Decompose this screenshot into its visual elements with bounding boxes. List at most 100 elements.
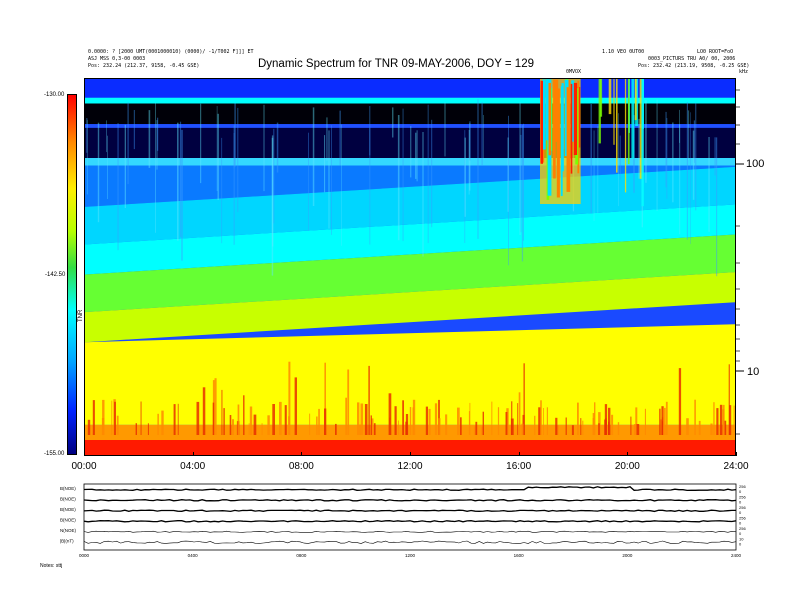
low-frequency-burst bbox=[212, 402, 215, 435]
low-frequency-burst bbox=[729, 405, 732, 435]
radio-streak bbox=[200, 103, 202, 184]
radio-streak bbox=[688, 110, 690, 161]
low-frequency-burst bbox=[229, 415, 232, 435]
emission-streak bbox=[631, 79, 635, 159]
radio-streak bbox=[508, 115, 509, 266]
emission-streak bbox=[600, 79, 603, 117]
emission-event-streak bbox=[548, 82, 551, 156]
low-frequency-burst bbox=[555, 417, 558, 435]
panel-x-tick: 0000 bbox=[79, 553, 90, 558]
radio-streak bbox=[369, 127, 371, 245]
emission-event-streak bbox=[542, 79, 546, 150]
low-frequency-burst bbox=[594, 402, 596, 435]
panel-x-tick: 1200 bbox=[405, 553, 416, 558]
emission-event-streak bbox=[556, 88, 560, 198]
low-frequency-burst bbox=[248, 423, 250, 435]
radio-streak bbox=[422, 132, 424, 257]
emission-event-streak bbox=[540, 80, 543, 164]
emission-event-streak bbox=[566, 87, 571, 159]
low-frequency-burst bbox=[445, 414, 448, 435]
radio-streak bbox=[331, 125, 332, 235]
panel-trace bbox=[83, 499, 737, 502]
low-frequency-burst bbox=[482, 411, 484, 435]
low-frequency-burst bbox=[644, 408, 646, 435]
radio-streak bbox=[237, 107, 239, 213]
radio-streak bbox=[444, 102, 446, 157]
low-frequency-burst bbox=[659, 408, 661, 435]
radio-streak bbox=[263, 104, 265, 192]
panel-trace bbox=[83, 485, 737, 492]
spectrogram-plot bbox=[84, 78, 736, 456]
low-frequency-burst bbox=[140, 401, 142, 435]
radio-streak bbox=[312, 107, 315, 206]
low-frequency-burst bbox=[630, 416, 632, 435]
low-frequency-burst bbox=[288, 361, 291, 435]
radio-streak bbox=[107, 135, 108, 199]
low-frequency-burst bbox=[546, 407, 548, 435]
panel-trace bbox=[83, 530, 737, 533]
low-frequency-burst bbox=[243, 395, 245, 435]
low-frequency-burst bbox=[92, 400, 95, 435]
radio-streak bbox=[341, 124, 342, 246]
x-tick-mark bbox=[627, 452, 629, 456]
low-frequency-burst bbox=[288, 416, 290, 435]
header-info-left-2: ASJ MSS 0,3-00 0003 bbox=[88, 56, 146, 62]
radio-streak bbox=[157, 117, 159, 151]
low-frequency-burst bbox=[468, 411, 470, 435]
low-frequency-burst bbox=[635, 407, 638, 435]
chart-title: Dynamic Spectrum for TNR 09-MAY-2006, DO… bbox=[257, 58, 534, 70]
panels-frame bbox=[83, 483, 737, 551]
panel-row-tick: 0 bbox=[739, 531, 742, 536]
radio-streak bbox=[221, 137, 223, 244]
x-tick-label: 04:00 bbox=[180, 461, 206, 472]
spectrum-band bbox=[85, 204, 735, 275]
panel-row-tick: 0 bbox=[739, 500, 742, 505]
emission-streak bbox=[616, 79, 618, 173]
low-frequency-burst bbox=[223, 408, 225, 435]
radio-streak bbox=[106, 120, 107, 153]
low-frequency-burst bbox=[202, 387, 206, 435]
panel-row-label: B(NOE) bbox=[60, 497, 76, 502]
low-frequency-burst bbox=[135, 423, 137, 435]
low-frequency-burst bbox=[370, 415, 372, 435]
radio-streak bbox=[326, 117, 328, 161]
radio-streak bbox=[692, 130, 695, 200]
spectrum-band bbox=[85, 324, 735, 425]
low-frequency-burst bbox=[409, 407, 412, 435]
low-frequency-burst bbox=[347, 369, 350, 435]
low-frequency-burst bbox=[425, 406, 428, 435]
y-axis-unit: kHz bbox=[739, 69, 749, 75]
emission-streak bbox=[613, 79, 615, 145]
low-frequency-burst bbox=[722, 409, 725, 435]
low-frequency-burst bbox=[505, 412, 508, 435]
low-frequency-burst bbox=[518, 392, 521, 435]
radio-streak bbox=[656, 99, 658, 211]
low-frequency-burst bbox=[698, 420, 701, 435]
radio-streak bbox=[469, 121, 471, 161]
radio-streak bbox=[216, 106, 218, 191]
low-frequency-burst bbox=[577, 402, 579, 435]
low-frequency-burst bbox=[661, 406, 664, 435]
low-frequency-burst bbox=[412, 407, 414, 435]
low-frequency-burst bbox=[249, 406, 253, 435]
panel-trace bbox=[83, 520, 737, 523]
low-frequency-burst bbox=[373, 423, 376, 435]
low-frequency-burst bbox=[633, 424, 637, 435]
panel-row-tick: 0 bbox=[739, 489, 742, 494]
low-frequency-burst bbox=[517, 403, 519, 435]
low-frequency-burst bbox=[571, 425, 574, 435]
low-frequency-burst bbox=[534, 415, 536, 435]
panel-x-tick: 0800 bbox=[296, 553, 307, 558]
low-frequency-burst bbox=[294, 377, 297, 435]
low-frequency-burst bbox=[728, 364, 730, 435]
radio-streak bbox=[156, 120, 158, 170]
radio-streak bbox=[127, 102, 129, 185]
low-frequency-burst bbox=[733, 405, 735, 435]
low-frequency-burst bbox=[345, 397, 347, 435]
low-frequency-burst bbox=[173, 404, 176, 435]
radio-streak bbox=[124, 124, 126, 208]
radio-streak bbox=[619, 135, 621, 180]
radio-streak bbox=[666, 118, 668, 199]
radio-streak bbox=[520, 134, 522, 233]
